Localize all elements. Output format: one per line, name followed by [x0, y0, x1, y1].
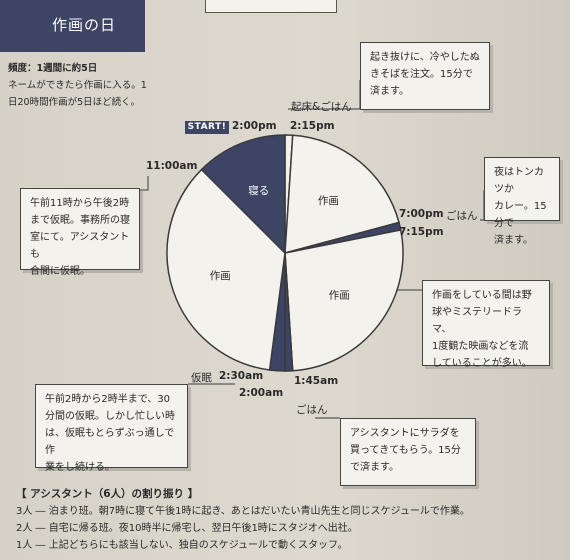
note-line: 起き抜けに、冷やしたぬ: [370, 52, 480, 63]
note-line: 作画をしている間は野: [432, 290, 532, 301]
note-line: 室にて。アシスタントも: [30, 232, 130, 260]
note-line: で済ます。: [350, 462, 399, 473]
pie-slice: [284, 134, 400, 254]
note-line: 済ます。: [370, 86, 409, 97]
staff-row: 3人 ― 泊まり班。朝7時に寝て午後1時に起き、あとはだいたい青山先生と同じスケ…: [16, 506, 470, 517]
intro-line-1: ネームができたら作画に入る。1: [8, 80, 147, 91]
note-line: していることが多い。: [432, 358, 532, 369]
event-wake: 起床&ごはん: [291, 101, 352, 113]
frequency-text: 頻度：1週間に約5日: [8, 63, 98, 74]
leader-nap-afternoon: [140, 176, 149, 191]
note-work: 作画をしている間は野 球やミステリードラマ、 1度観た映画などを流 していること…: [422, 280, 550, 369]
note-line: カレー。15分で: [494, 201, 547, 229]
note-line: 球やミステリードラマ、: [432, 307, 522, 335]
time-label-7pm: 7:00pm: [399, 208, 444, 220]
start-badge: START!: [185, 121, 229, 134]
top-note-box: [205, 0, 337, 13]
title-tab: 作画の日: [0, 0, 145, 52]
event-nap: 仮眠: [191, 372, 212, 384]
event-meal2: ごはん: [296, 404, 328, 416]
time-label-145am: 1:45am: [294, 375, 339, 387]
pie-slice: [166, 168, 286, 371]
pie-slice: [200, 134, 286, 255]
note-line: 済ます。: [494, 235, 533, 246]
pie-slice: [284, 229, 404, 372]
staff-row: 1人 ― 上記どちらにも該当しない、独自のスケジュールで動くスタッフ。: [16, 540, 348, 551]
note-line: 午前11時から午後2時: [30, 198, 130, 209]
staff-row: 2人 ― 自宅に帰る班。夜10時半に帰宅し、翌日午後1時にスタジオへ出社。: [16, 523, 358, 534]
time-label-2am: 2:00am: [239, 387, 284, 399]
note-line: 午前2時から2時半まで、30: [45, 394, 171, 405]
intro-line-2: 日20時間作画が5日ほど続く。: [8, 97, 141, 108]
pie-slice-label: 作画: [210, 270, 231, 282]
note-line: 1度観た映画などを流: [432, 341, 529, 352]
time-label-230am: 2:30am: [219, 370, 264, 382]
time-label-715pm: 7:15pm: [399, 226, 444, 238]
event-dinner: ごはん: [446, 210, 478, 222]
note-nap-night: 午前2時から2時半まで、30 分間の仮眠。しかし忙しい時 は、仮眠もとらずぶっ通…: [35, 384, 188, 473]
note-line: 分間の仮眠。しかし忙しい時: [45, 411, 175, 422]
pie-slice-label: 寝る: [248, 184, 269, 197]
note-line: 業をし続ける。: [45, 462, 115, 473]
note-line: 夜はトンカツか: [494, 167, 544, 195]
note-line: 合間に仮眠。: [30, 266, 90, 277]
staff-heading: 【 アシスタント（6人）の割り振り 】: [16, 488, 199, 500]
note-dinner: 夜はトンカツか カレー。15分で 済ます。: [484, 157, 560, 246]
note-nap-afternoon: 午前11時から午後2時 まで仮眠。事務所の寝 室にて。アシスタントも 合間に仮眠…: [20, 188, 140, 277]
time-label-215pm: 2:15pm: [290, 120, 335, 132]
note-wakeup: 起き抜けに、冷やしたぬ きそばを注文。15分で 済ます。: [360, 42, 490, 110]
pie-slice-label: 作画: [318, 195, 339, 207]
note-line: は、仮眠もとらずぶっ通しで作: [45, 428, 175, 456]
note-line: 買ってきてもらう。15分: [350, 445, 461, 456]
pie-slice-label: 作画: [329, 290, 350, 302]
time-label-11am: 11:00am: [146, 160, 198, 172]
note-line: まで仮眠。事務所の寝: [30, 215, 130, 226]
note-line: アシスタントにサラダを: [350, 428, 460, 439]
intro: 頻度：1週間に約5日 ネームができたら作画に入る。1 日20時間作画が5日ほど続…: [8, 60, 208, 111]
staff-allocation: 【 アシスタント（6人）の割り振り 】 3人 ― 泊まり班。朝7時に寝て午後1時…: [16, 486, 556, 554]
note-salad: アシスタントにサラダを 買ってきてもらう。15分 で済ます。: [340, 418, 476, 486]
time-label-2pm: 2:00pm: [232, 120, 277, 132]
note-line: きそばを注文。15分で: [370, 69, 473, 80]
page-title: 作画の日: [52, 16, 117, 34]
